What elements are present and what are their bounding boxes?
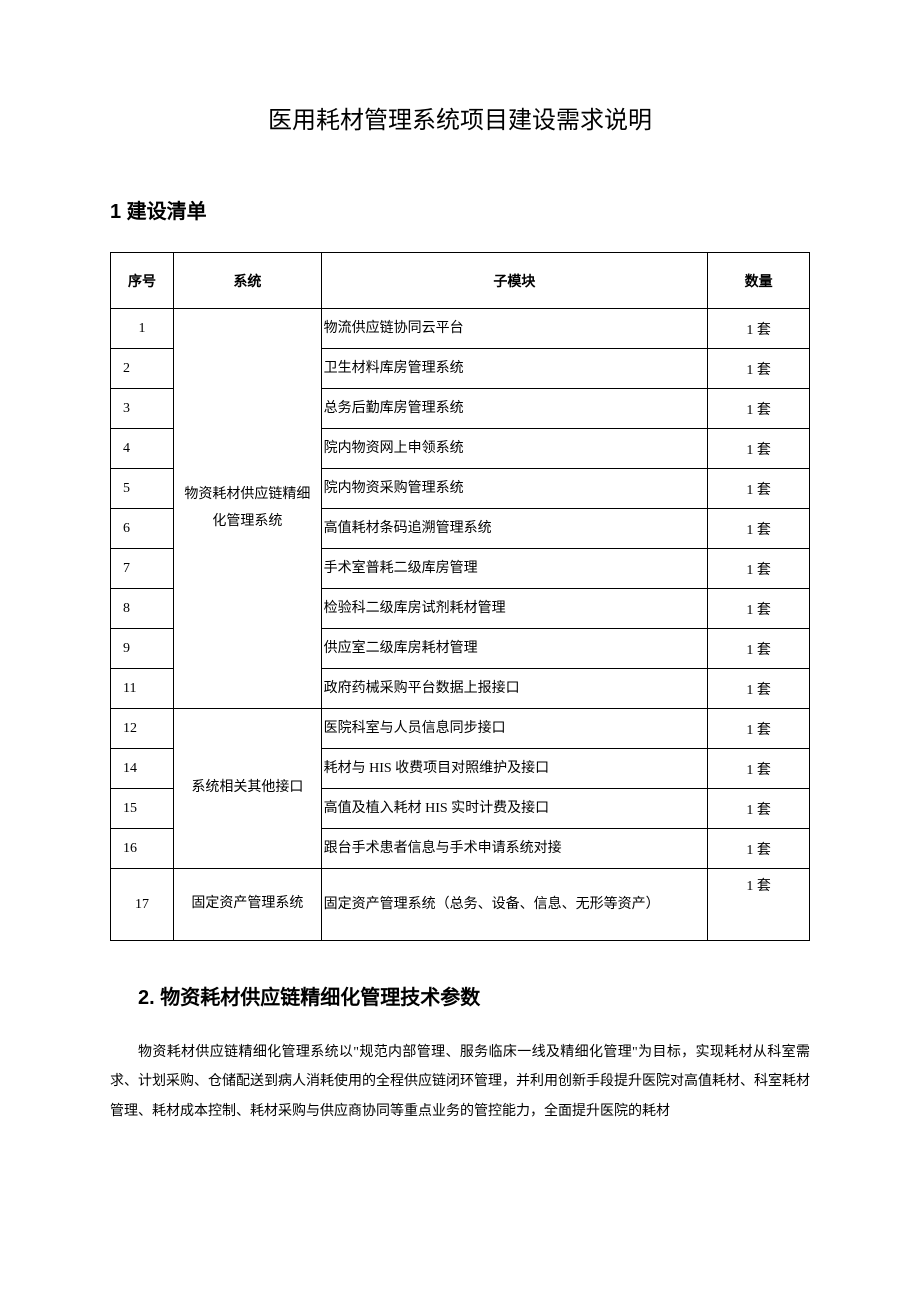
cell-qty: 1 套 [708,549,810,589]
cell-qty: 1 套 [708,789,810,829]
cell-qty: 1 套 [708,349,810,389]
cell-submodule: 院内物资网上申领系统 [321,429,708,469]
cell-submodule: 跟台手术患者信息与手术申请系统对接 [321,829,708,869]
cell-system: 物资耗材供应链精细化管理系统 [174,309,322,709]
cell-seq: 9 [111,629,174,669]
cell-submodule: 政府药械采购平台数据上报接口 [321,669,708,709]
cell-submodule: 院内物资采购管理系统 [321,469,708,509]
cell-seq: 17 [111,869,174,941]
build-list-table: 序号 系统 子模块 数量 1 物资耗材供应链精细化管理系统 物流供应链协同云平台… [110,252,810,941]
header-seq: 序号 [111,253,174,309]
cell-seq: 8 [111,589,174,629]
section-1-heading: 1 建设清单 [110,195,810,224]
cell-submodule: 供应室二级库房耗材管理 [321,629,708,669]
cell-system: 系统相关其他接口 [174,709,322,869]
cell-submodule: 固定资产管理系统（总务、设备、信息、无形等资产） [321,869,708,941]
cell-seq: 5 [111,469,174,509]
cell-seq: 2 [111,349,174,389]
cell-submodule: 医院科室与人员信息同步接口 [321,709,708,749]
header-submodule: 子模块 [321,253,708,309]
cell-qty: 1 套 [708,669,810,709]
cell-submodule: 高值耗材条码追溯管理系统 [321,509,708,549]
cell-system: 固定资产管理系统 [174,869,322,941]
table-row: 12 系统相关其他接口 医院科室与人员信息同步接口 1 套 [111,709,810,749]
cell-seq: 1 [111,309,174,349]
cell-qty: 1 套 [708,469,810,509]
table-row: 17 固定资产管理系统 固定资产管理系统（总务、设备、信息、无形等资产） 1 套 [111,869,810,941]
section-2-paragraph: 物资耗材供应链精细化管理系统以"规范内部管理、服务临床一线及精细化管理"为目标，… [110,1038,810,1126]
cell-qty: 1 套 [708,749,810,789]
table-body: 1 物资耗材供应链精细化管理系统 物流供应链协同云平台 1 套 2 卫生材料库房… [111,309,810,941]
cell-qty: 1 套 [708,829,810,869]
cell-qty: 1 套 [708,389,810,429]
cell-submodule: 高值及植入耗材 HIS 实时计费及接口 [321,789,708,829]
cell-seq: 12 [111,709,174,749]
cell-qty: 1 套 [708,509,810,549]
document-title: 医用耗材管理系统项目建设需求说明 [110,100,810,135]
cell-qty: 1 套 [708,869,810,941]
cell-seq: 14 [111,749,174,789]
cell-submodule: 总务后勤库房管理系统 [321,389,708,429]
header-system: 系统 [174,253,322,309]
section-2-heading: 2. 物资耗材供应链精细化管理技术参数 [110,981,810,1010]
cell-seq: 4 [111,429,174,469]
cell-submodule: 耗材与 HIS 收费项目对照维护及接口 [321,749,708,789]
cell-qty: 1 套 [708,709,810,749]
cell-seq: 11 [111,669,174,709]
table-row: 1 物资耗材供应链精细化管理系统 物流供应链协同云平台 1 套 [111,309,810,349]
table-header-row: 序号 系统 子模块 数量 [111,253,810,309]
cell-seq: 16 [111,829,174,869]
cell-seq: 3 [111,389,174,429]
cell-seq: 6 [111,509,174,549]
cell-submodule: 手术室普耗二级库房管理 [321,549,708,589]
cell-qty: 1 套 [708,309,810,349]
cell-qty: 1 套 [708,589,810,629]
cell-submodule: 检验科二级库房试剂耗材管理 [321,589,708,629]
header-qty: 数量 [708,253,810,309]
cell-seq: 15 [111,789,174,829]
cell-seq: 7 [111,549,174,589]
cell-qty: 1 套 [708,629,810,669]
cell-submodule: 卫生材料库房管理系统 [321,349,708,389]
cell-submodule: 物流供应链协同云平台 [321,309,708,349]
cell-qty: 1 套 [708,429,810,469]
